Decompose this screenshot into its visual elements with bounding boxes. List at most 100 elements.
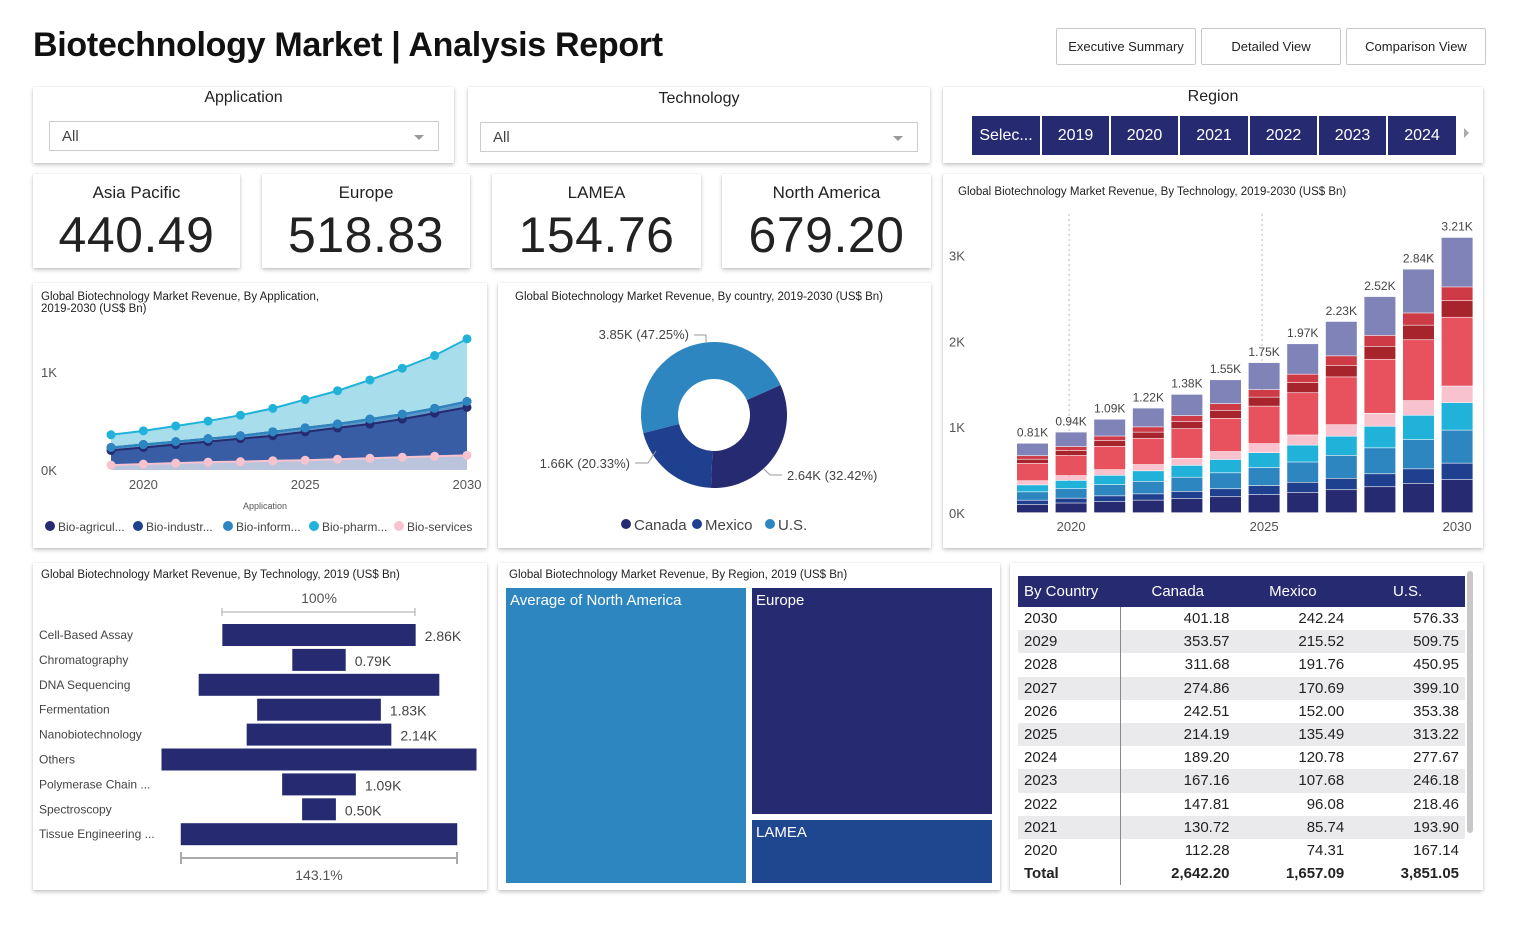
legend-label: Canada <box>634 517 687 534</box>
data-label: 2.52K <box>1364 279 1395 293</box>
table-row[interactable]: 2021 130.72 85.74 193.90 <box>1018 815 1465 839</box>
bar-segment <box>1364 359 1396 413</box>
bar-segment <box>1132 432 1164 439</box>
category-label: Fermentation <box>39 703 110 717</box>
bar-segment <box>1403 483 1434 513</box>
data-label: 1.09K <box>365 777 402 793</box>
data-label: 1.22K <box>1133 390 1164 404</box>
table-row[interactable]: 2023 167.16 107.68 246.18 <box>1018 769 1465 793</box>
application-dropdown[interactable]: All <box>49 121 439 151</box>
row-value: 193.90 <box>1350 815 1465 839</box>
bar-segment <box>1171 428 1203 458</box>
region-option-select[interactable]: Selec... <box>972 116 1040 155</box>
row-value: 74.31 <box>1306 841 1345 859</box>
table-row[interactable]: 2028 311.68 191.76 450.95 <box>1018 653 1465 677</box>
region-option-2024[interactable]: 2024 <box>1388 116 1456 155</box>
bar-segment <box>1325 321 1357 356</box>
bar-segment <box>1132 471 1164 482</box>
data-point <box>333 386 343 396</box>
bar-segment <box>1017 463 1048 481</box>
kpi-label: Asia Pacific <box>92 183 181 202</box>
data-label: 0.81K <box>1017 426 1048 440</box>
table-row[interactable]: 2025 214.19 135.49 313.22 <box>1018 722 1465 747</box>
x-tick-label: 2025 <box>1250 519 1279 534</box>
region-option-2019[interactable]: 2019 <box>1042 116 1109 155</box>
row-value: 170.69 <box>1235 676 1351 700</box>
table-row[interactable]: 2020 112.28 74.31 167.14 <box>1018 838 1465 863</box>
data-point <box>300 455 310 465</box>
row-value: 242.24 <box>1298 610 1345 628</box>
table-scrollbar[interactable] <box>1467 571 1473 833</box>
technology-slicer: Technology All <box>468 87 930 163</box>
region-option-2022[interactable]: 2022 <box>1250 116 1317 155</box>
table-row[interactable]: 2030 401.18 242.24 576.33 <box>1018 607 1465 631</box>
kpi-card-lamea: LAMEA 154.76 <box>492 174 701 268</box>
region-option-2020[interactable]: 2020 <box>1111 116 1178 155</box>
total-value: 1,657.09 <box>1285 865 1345 883</box>
executive-summary-button[interactable]: Executive Summary <box>1056 28 1196 65</box>
funnel-bar <box>222 624 416 646</box>
column-header[interactable]: By Country <box>1018 576 1120 607</box>
data-point <box>203 457 213 467</box>
page-title: Biotechnology Market | Analysis Report <box>33 26 663 64</box>
category-label: DNA Sequencing <box>39 678 130 692</box>
table-row[interactable]: 2026 242.51 152.00 353.38 <box>1018 699 1465 723</box>
bar-segment <box>1248 452 1280 468</box>
funnel-bar <box>302 798 336 821</box>
bar-segment <box>1248 389 1280 397</box>
row-value: 152.00 <box>1298 702 1345 720</box>
bar-segment <box>1403 340 1434 401</box>
treemap-tile-lamea[interactable]: LAMEA <box>752 820 992 883</box>
tile-label: LAMEA <box>756 824 807 841</box>
scroll-right-icon[interactable] <box>1464 128 1469 138</box>
row-value: 218.46 <box>1413 795 1459 813</box>
data-label: 2.64K (32.42%) <box>787 468 877 483</box>
comparison-view-button[interactable]: Comparison View <box>1346 28 1486 65</box>
bar-segment <box>1441 430 1473 463</box>
technology-funnel-chart[interactable]: 100% Cell-Based Assay 2.86K Chromatography 0… <box>33 563 487 890</box>
application-area-chart[interactable]: 0K 1K 2020 2025 2030 Application Bio-agricul..… <box>33 283 487 548</box>
treemap-tile-north-america[interactable]: Average of North America <box>506 588 746 883</box>
detailed-view-button[interactable]: Detailed View <box>1201 28 1341 65</box>
y-tick-label: 3K <box>949 249 965 264</box>
table-row[interactable]: 2027 274.86 170.69 399.10 <box>1018 676 1465 700</box>
legend-label: Mexico <box>705 517 753 534</box>
country-donut-chart[interactable]: 3.85K (47.25%) 2.64K (32.42%) 1.66K (20.33… <box>498 283 931 548</box>
technology-stacked-chart[interactable]: 0K 1K 2K 3K 0.81K 0.94K 1.09K 1.22K 1.38K 1.55K 1.… <box>943 174 1483 548</box>
kpi-card-asia-pacific: Asia Pacific 440.49 <box>33 174 240 268</box>
bar-segment <box>1287 482 1319 493</box>
treemap-tile-europe[interactable]: Europe <box>752 588 992 814</box>
bar-segment <box>1325 478 1357 490</box>
x-tick-label: 2030 <box>453 477 482 492</box>
bar-segment <box>1441 287 1473 301</box>
row-value: 277.67 <box>1413 749 1459 767</box>
table-row[interactable]: 2024 189.20 120.78 277.67 <box>1018 746 1465 770</box>
column-header[interactable]: Canada <box>1120 576 1236 607</box>
region-option-2021[interactable]: 2021 <box>1180 116 1248 155</box>
column-header[interactable]: U.S. <box>1350 576 1465 607</box>
bar-segment <box>1210 451 1241 460</box>
data-label: 1.38K <box>1171 377 1202 391</box>
table-row[interactable]: 2022 147.81 96.08 218.46 <box>1018 792 1465 816</box>
bar-segment <box>1210 380 1241 404</box>
data-point <box>106 442 116 452</box>
row-year: 2026 <box>1018 699 1121 723</box>
category-label: Cell-Based Assay <box>39 628 133 642</box>
chart-title: Global Biotechnology Market Revenue, By … <box>41 291 320 315</box>
column-header[interactable]: Mexico <box>1235 576 1351 607</box>
legend-marker <box>621 519 631 529</box>
row-value: 313.22 <box>1350 722 1465 747</box>
data-point <box>300 395 310 405</box>
technology-dropdown[interactable]: All <box>480 122 918 152</box>
kpi-value: 440.49 <box>58 207 215 263</box>
x-tick-label: 2020 <box>1057 519 1086 534</box>
bar-segment <box>1210 489 1241 497</box>
funnel-bar <box>180 823 458 846</box>
legend-label: U.S. <box>778 517 807 534</box>
row-year: 2024 <box>1018 746 1121 770</box>
row-year: 2021 <box>1018 815 1121 839</box>
bar-segment <box>1017 456 1048 459</box>
region-option-2023[interactable]: 2023 <box>1319 116 1386 155</box>
bar-segment <box>1055 488 1087 498</box>
table-row[interactable]: 2029 353.57 215.52 509.75 <box>1018 630 1465 654</box>
